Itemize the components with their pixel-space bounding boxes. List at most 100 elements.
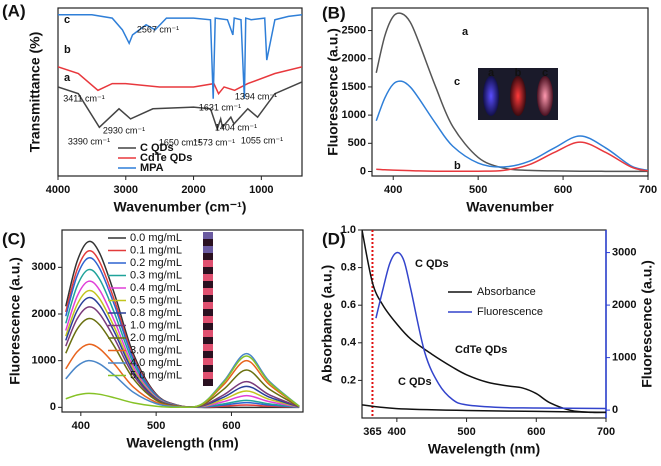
series-tag: b — [64, 44, 71, 56]
annotation: 1404 cm⁻¹ — [215, 122, 257, 132]
marker-label: 365 — [363, 426, 381, 438]
x-tick-label: 500 — [469, 184, 487, 196]
y2-tick-label: 1000 — [612, 352, 636, 364]
inset-strip — [203, 260, 213, 267]
x-tick-label: 1000 — [249, 184, 273, 196]
series-line — [58, 81, 302, 132]
legend-label: 5.0 mg/mL — [130, 369, 182, 381]
inset-strip — [203, 232, 213, 239]
y-axis-label: Fluorescence (a.u.) — [325, 28, 341, 156]
inset-strip — [203, 295, 213, 302]
annotation: 2567 cm⁻¹ — [137, 24, 179, 34]
y2-tick-label: 3000 — [612, 246, 636, 258]
y-tick-label: 1000 — [342, 109, 366, 121]
legend-label: 0.2 mg/mL — [130, 257, 182, 269]
inset-strip — [203, 281, 213, 288]
legend-label: 0.1 mg/mL — [130, 244, 182, 256]
y-tick-label: 0.4 — [341, 337, 357, 349]
annotation: 3390 cm⁻¹ — [68, 136, 110, 146]
y-tick-label: 0.8 — [341, 262, 356, 274]
series-line — [65, 296, 300, 408]
inset-strip — [203, 253, 213, 260]
panel-label: (A) — [2, 1, 26, 20]
inset-vial — [537, 76, 553, 116]
y-tick-label: 2500 — [342, 24, 366, 36]
inset-strip — [203, 344, 213, 351]
series-tag: c — [454, 76, 460, 88]
x-tick-label: 500 — [457, 426, 475, 438]
x-tick-label: 400 — [72, 420, 90, 432]
x-tick-label: 700 — [597, 426, 615, 438]
legend-label: Absorbance — [477, 286, 536, 298]
plot-frame — [361, 229, 607, 419]
annotation: 1573 cm⁻¹ — [193, 137, 235, 147]
y-tick-label: 1.0 — [341, 224, 356, 236]
y-axis-label: Transmittance (%) — [27, 32, 43, 153]
x-axis-label: Wavelength (nm) — [126, 435, 238, 451]
panel-label: (B) — [322, 3, 346, 22]
inset-strip — [203, 316, 213, 323]
x-tick-label: 400 — [384, 184, 402, 196]
series-line — [375, 80, 648, 172]
y-tick-label: 1000 — [32, 355, 56, 367]
series-label: C QDs — [415, 258, 449, 270]
x-tick-label: 600 — [222, 420, 240, 432]
inset-strip — [203, 267, 213, 274]
x-tick-label: 4000 — [46, 184, 70, 196]
x-axis-label: Wavenumber (cm⁻¹) — [114, 199, 247, 215]
series-tag: b — [454, 160, 461, 172]
legend-label: 2.0 mg/mL — [130, 332, 182, 344]
annotation: 1055 cm⁻¹ — [241, 135, 283, 145]
inset-strip — [203, 309, 213, 316]
series-line — [65, 352, 300, 408]
legend-label: 0.3 mg/mL — [130, 269, 182, 281]
series-line — [58, 13, 302, 99]
y-axis-label: Absorbance (a.u.) — [319, 265, 335, 383]
annotation: 1650 cm⁻¹ — [159, 137, 201, 147]
y2-tick-label: 2000 — [612, 299, 636, 311]
inset-strip — [203, 351, 213, 358]
inset-strip — [203, 246, 213, 253]
x-tick-label: 700 — [639, 184, 657, 196]
y-tick-label: 0.2 — [341, 374, 356, 386]
series-line — [362, 230, 606, 414]
y-axis-label: Fluorescence (a.u.) — [7, 257, 23, 385]
legend-label: 0.0 mg/mL — [130, 232, 182, 244]
legend-label: Fluorescence — [477, 306, 543, 318]
y-tick-label: 0 — [50, 401, 56, 413]
series-line — [65, 343, 300, 408]
legend-label: 4.0 mg/mL — [130, 357, 182, 369]
series-line — [58, 66, 302, 96]
x-tick-label: 2000 — [181, 184, 205, 196]
inset-strip — [203, 274, 213, 281]
y-tick-label: 2000 — [32, 308, 56, 320]
plot-frame — [371, 7, 649, 177]
series-line — [65, 268, 300, 408]
inset-strip — [203, 365, 213, 372]
inset-vial — [483, 76, 499, 116]
inset-label: b — [515, 67, 522, 79]
legend-label: 0.4 mg/mL — [130, 282, 182, 294]
inset-strip — [203, 379, 213, 386]
inset-strip — [203, 337, 213, 344]
series-label: CdTe QDs — [455, 344, 507, 356]
inset-label: a — [488, 67, 495, 79]
annotation: 1394 cm⁻¹ — [235, 91, 277, 101]
series-tag: a — [64, 72, 71, 84]
inset-strip — [203, 288, 213, 295]
panel-label: (C) — [2, 229, 26, 248]
annotation: 3411 cm⁻¹ — [63, 93, 105, 103]
x-axis-label: Wavenumber — [466, 199, 554, 215]
y-tick-label: 500 — [348, 137, 366, 149]
y-tick-label: 0 — [360, 165, 366, 177]
legend-label: C QDs — [140, 142, 174, 154]
series-line — [65, 306, 300, 408]
annotation: 2930 cm⁻¹ — [103, 125, 145, 135]
inset-strip — [203, 302, 213, 309]
y-tick-label: 1500 — [342, 81, 366, 93]
x-tick-label: 3000 — [114, 184, 138, 196]
legend-label: 0.5 mg/mL — [130, 294, 182, 306]
legend-label: MPA — [140, 162, 164, 174]
